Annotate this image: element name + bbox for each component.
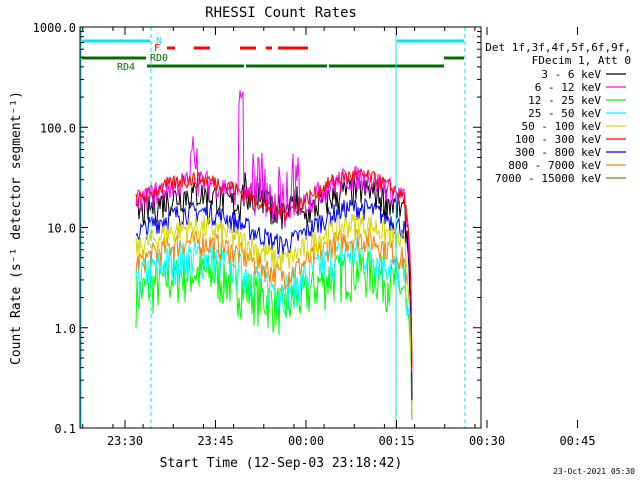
y-tick-label: 100.0 [40,121,76,135]
legend-label-0: 3 - 6 keV [541,68,601,81]
legend-label-6: 300 - 800 keV [515,146,601,159]
legend-label-2: 12 - 25 keV [528,94,601,107]
y-tick-label: 1.0 [54,322,76,336]
series-line-3 [135,237,413,421]
annotation-night: N [156,36,162,47]
legend-header-line-1: Det 1f,3f,4f,5f,6f,9f, [485,41,631,54]
series-line-5 [135,167,413,367]
x-tick-label: 00:30 [469,434,505,448]
x-tick-label: 23:30 [107,434,143,448]
series-line-2 [135,248,413,421]
y-tick-label: 10.0 [47,222,76,236]
y-axis-label: Count Rate (s⁻¹ detector segment⁻¹) [9,91,24,365]
x-axis-ticks: 23:30 23:45 00:00 00:15 00:30 00:45 [82,27,596,448]
annotation-flare: F [154,43,160,54]
y-axis-ticks: 0.1 1.0 10.0 100.0 1000.0 [33,21,481,436]
x-tick-label: 00:15 [378,434,414,448]
legend-header-line-2: FDecim 1, Att 0 [532,54,631,67]
legend-label-4: 50 - 100 keV [522,120,602,133]
footer-date: 23-Oct-2021 05:30 [553,467,635,476]
series-line-4 [135,213,413,410]
legend-label-8: 7000 - 15000 keV [495,172,601,185]
status-bars [82,39,464,68]
legend-label-7: 800 - 7000 keV [508,159,601,172]
legend-label-1: 6 - 12 keV [535,81,602,94]
x-tick-label: 00:00 [288,434,324,448]
annotation-rd4: RD4 [117,62,135,73]
x-axis-label: Start Time (12-Sep-03 23:18:42) [160,456,403,471]
annotation-rd0: RD0 [150,53,168,64]
chart-title: RHESSI Count Rates [205,5,357,21]
legend: Det 1f,3f,4f,5f,6f,9f, FDecim 1, Att 0 3… [485,41,631,185]
series-line-6 [135,197,413,405]
y-tick-label: 0.1 [54,422,76,436]
legend-label-3: 25 - 50 keV [528,107,601,120]
x-tick-label: 00:45 [559,434,595,448]
y-tick-label: 1000.0 [33,21,76,35]
x-tick-label: 23:45 [197,434,233,448]
legend-label-5: 100 - 300 keV [515,133,601,146]
series-layer [135,90,413,421]
